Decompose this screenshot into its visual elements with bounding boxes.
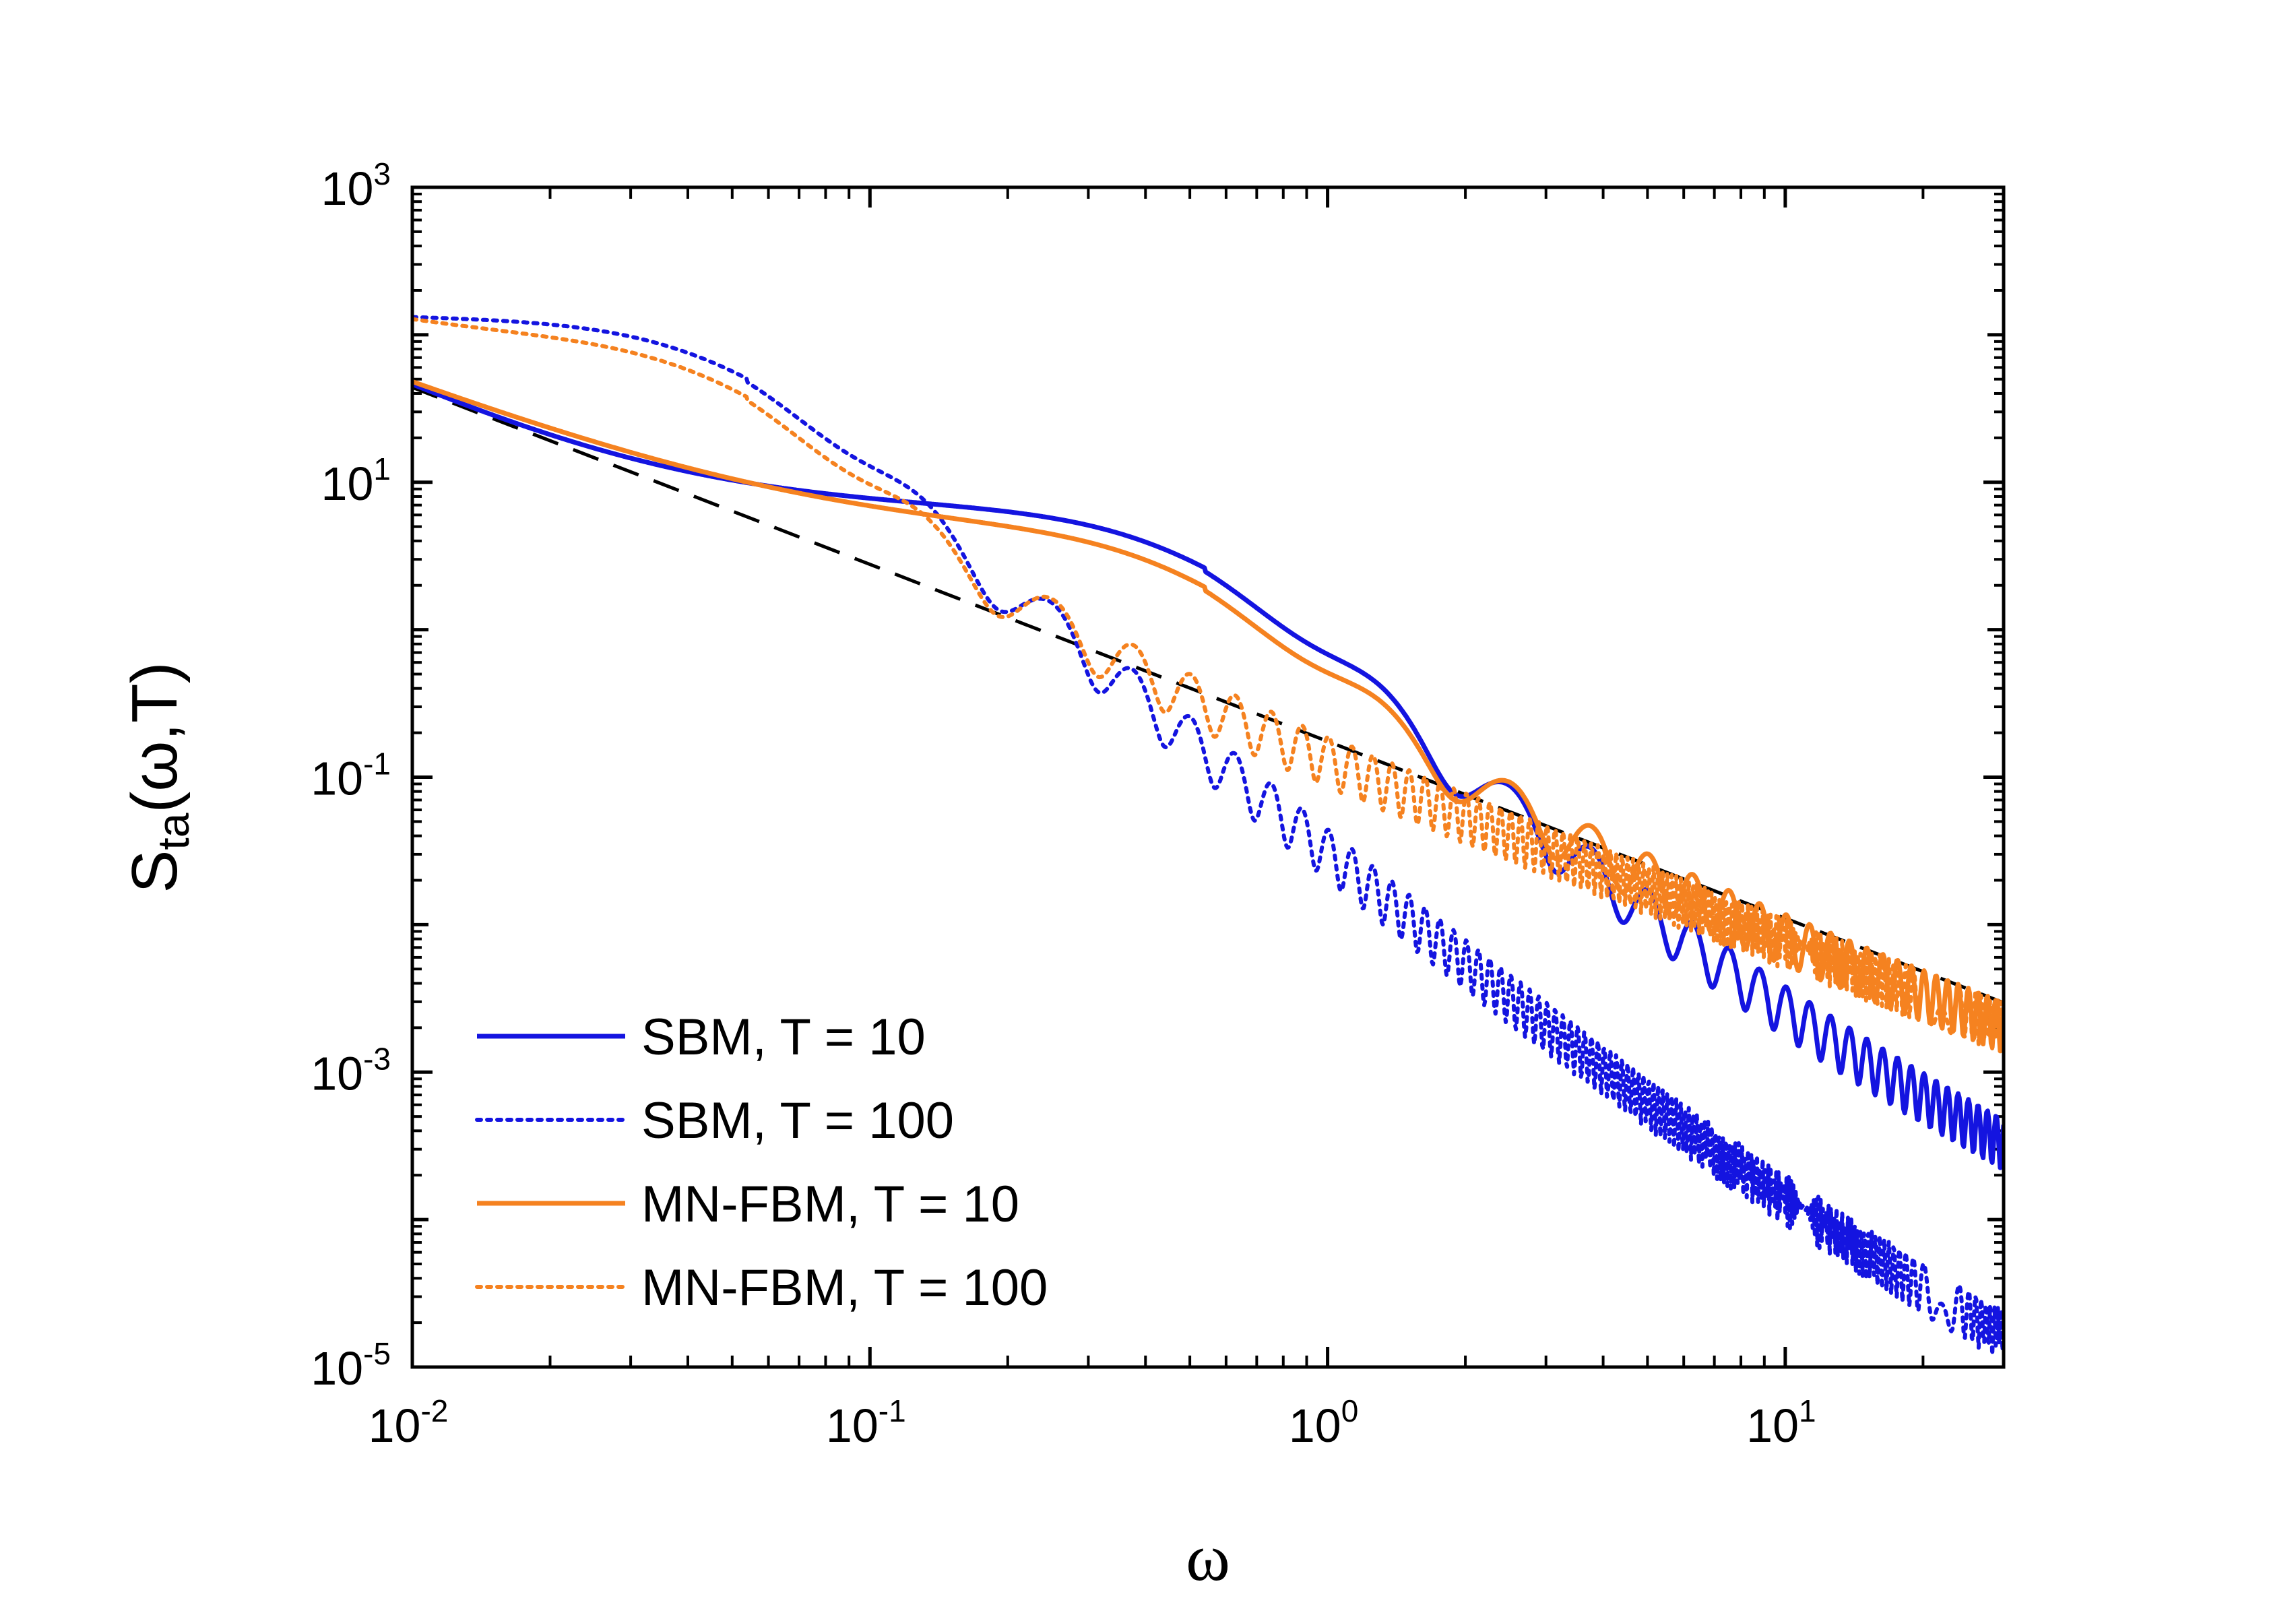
x-tick-label: 10-2 — [369, 1393, 449, 1452]
legend-label-0: SBM, T = 10 — [641, 1009, 926, 1066]
major-ticks — [410, 185, 2004, 1369]
y-tick-label: 10-5 — [311, 1336, 391, 1395]
x-tick-label: 100 — [1289, 1393, 1358, 1452]
series-line-0 — [412, 381, 2004, 1170]
svg-text:Sta(ω,T): Sta(ω,T) — [119, 662, 198, 893]
reference-power-law-line — [412, 385, 2004, 1005]
plot-frame — [410, 185, 2006, 1369]
x-tick-labels: 10-2 10-1 100 101 — [369, 1393, 1816, 1452]
y-tick-label: 10-3 — [311, 1041, 391, 1100]
y-tick-label: 103 — [321, 156, 391, 215]
legend: SBM, T = 10 SBM, T = 100 MN-FBM, T = 10 MN-… — [475, 1009, 1048, 1317]
x-axis-title: ω — [1186, 1520, 1230, 1595]
y-axis-title-main: S — [119, 850, 191, 893]
y-tick-labels: 10-5 10-3 10-1 101 103 — [311, 156, 391, 1395]
y-tick-label: 101 — [321, 451, 391, 510]
y-axis-title-args: (ω,T) — [119, 662, 191, 813]
legend-label-2: MN-FBM, T = 10 — [641, 1176, 1019, 1233]
y-axis-title-subscript: ta — [148, 813, 198, 850]
y-tick-label: 10-1 — [311, 747, 391, 805]
y-axis-title: Sta(ω,T) — [119, 662, 198, 893]
x-tick-label: 101 — [1746, 1393, 1816, 1452]
legend-label-3: MN-FBM, T = 100 — [641, 1259, 1048, 1317]
x-tick-label: 10-1 — [826, 1393, 906, 1452]
legend-label-1: SBM, T = 100 — [641, 1092, 954, 1149]
series-line-1 — [412, 315, 2004, 1357]
series-layer — [412, 315, 2004, 1357]
series-line-3 — [412, 317, 2004, 1050]
